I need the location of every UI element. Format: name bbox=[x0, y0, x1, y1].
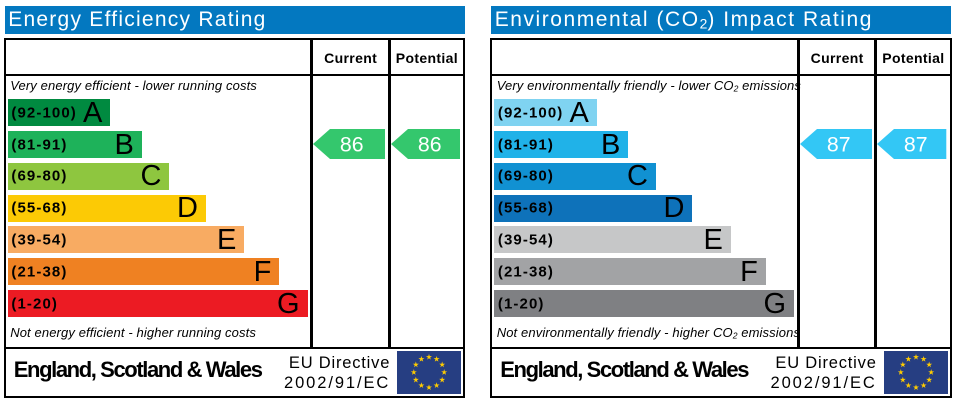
svg-text:86: 86 bbox=[418, 132, 442, 156]
svg-text:86: 86 bbox=[340, 132, 364, 156]
svg-text:87: 87 bbox=[904, 132, 928, 156]
svg-text:87: 87 bbox=[827, 132, 851, 156]
